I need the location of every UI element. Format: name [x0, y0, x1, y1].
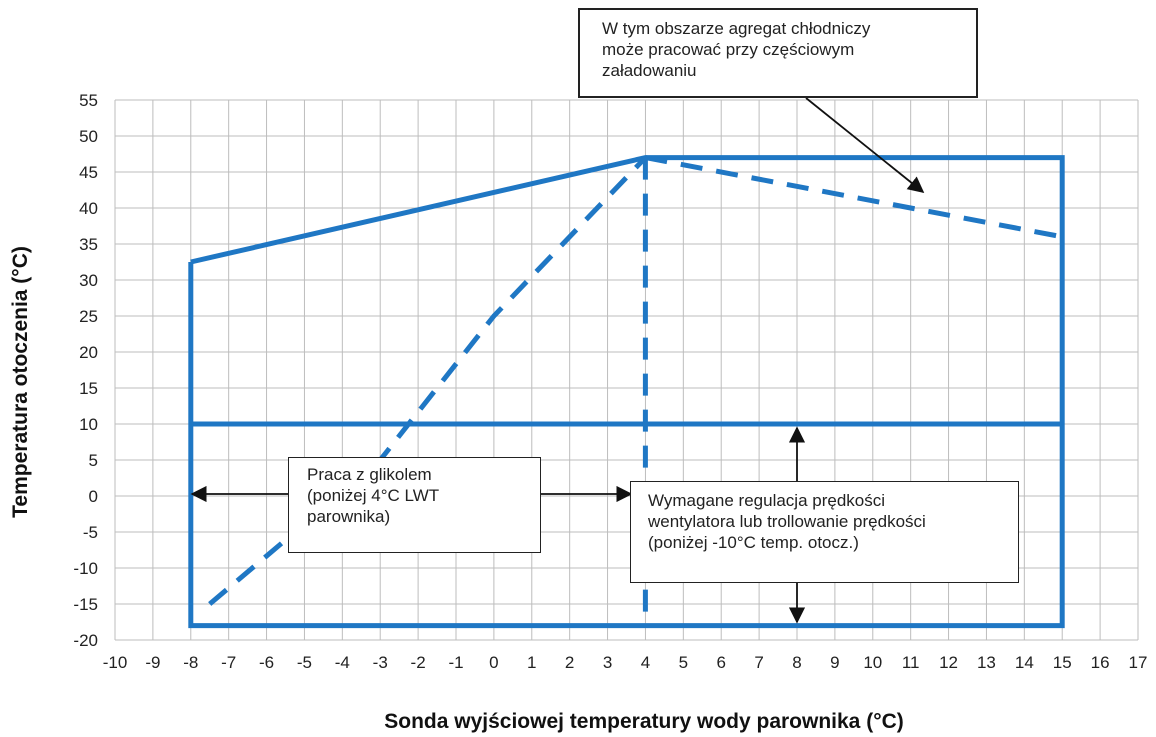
annotation-line: parownika) — [307, 507, 391, 526]
x-tick-label: -6 — [259, 653, 274, 672]
annotation-line: Praca z glikolem — [307, 465, 432, 484]
y-tick-label: -20 — [73, 631, 98, 650]
annotation-fan-speed: Wymagane regulacja prędkości wentylatora… — [630, 481, 1019, 583]
y-tick-label: 5 — [89, 451, 98, 470]
arrow-partial-load — [805, 97, 925, 194]
x-tick-label: 2 — [565, 653, 574, 672]
x-tick-label: 11 — [902, 653, 920, 672]
annotation-line: (poniżej -10°C temp. otocz.) — [648, 533, 859, 552]
x-tick-label: 13 — [977, 653, 996, 672]
y-tick-label: 45 — [79, 163, 98, 182]
x-tick-label: 1 — [527, 653, 536, 672]
y-axis-title: Temperatura otoczenia (°C) — [9, 246, 32, 518]
x-tick-label: 8 — [792, 653, 801, 672]
x-tick-label: 5 — [679, 653, 688, 672]
y-tick-label: 50 — [79, 127, 98, 146]
y-tick-label: 55 — [79, 91, 98, 110]
x-tick-label: -1 — [448, 653, 463, 672]
y-tick-label: 30 — [79, 271, 98, 290]
annotation-arrows — [190, 97, 925, 624]
y-tick-label: 40 — [79, 199, 98, 218]
x-tick-label: 12 — [939, 653, 958, 672]
x-tick-label: -5 — [297, 653, 312, 672]
x-tick-label: 17 — [1129, 653, 1148, 672]
dashed-series-line — [644, 155, 1063, 240]
x-tick-label: -4 — [335, 653, 350, 672]
annotation-line: wentylatora lub trollowanie prędkości — [648, 512, 926, 531]
y-tick-label: 35 — [79, 235, 98, 254]
y-tick-label: 25 — [79, 307, 98, 326]
x-tick-label: -8 — [183, 653, 198, 672]
x-tick-label: 6 — [716, 653, 725, 672]
x-tick-label: -10 — [103, 653, 128, 672]
annotation-line: W tym obszarze agregat chłodniczy — [602, 19, 871, 38]
y-tick-label: -5 — [83, 523, 98, 542]
y-tick-label: 15 — [79, 379, 98, 398]
x-tick-label: -7 — [221, 653, 236, 672]
y-tick-label: -10 — [73, 559, 98, 578]
x-tick-label: 7 — [754, 653, 763, 672]
x-tick-labels: -10 -9 -8 -7 -6 -5 -4 -3 -2 -1 0 1 2 3 4 5 6 7 8 9 10 11 12 13 1… — [103, 653, 1148, 672]
y-tick-label: -15 — [73, 595, 98, 614]
x-tick-label: 4 — [641, 653, 650, 672]
x-axis-title: Sonda wyjściowej temperatury wody parown… — [384, 710, 904, 733]
annotation-line: może pracować przy częściowym — [602, 40, 855, 59]
x-tick-label: 3 — [603, 653, 612, 672]
solid-series-line — [188, 155, 1065, 629]
annotation-line: załadowaniu — [602, 61, 697, 80]
annotation-line: Wymagane regulacja prędkości — [648, 491, 886, 510]
y-tick-label: 20 — [79, 343, 98, 362]
x-tick-label: 0 — [489, 653, 498, 672]
x-tick-label: 9 — [830, 653, 839, 672]
annotation-glycol: Praca z glikolem (poniżej 4°C LWT parown… — [288, 457, 541, 553]
x-tick-label: 15 — [1053, 653, 1072, 672]
annotation-line: (poniżej 4°C LWT — [307, 486, 440, 505]
y-tick-label: 0 — [89, 487, 98, 506]
x-tick-label: 10 — [863, 653, 882, 672]
x-tick-label: -9 — [145, 653, 160, 672]
x-tick-label: -3 — [373, 653, 388, 672]
x-tick-label: -2 — [411, 653, 426, 672]
x-tick-label: 16 — [1091, 653, 1110, 672]
y-tick-label: 10 — [79, 415, 98, 434]
x-tick-label: 14 — [1015, 653, 1034, 672]
annotation-partial-load: W tym obszarze agregat chłodniczy może p… — [578, 8, 978, 98]
